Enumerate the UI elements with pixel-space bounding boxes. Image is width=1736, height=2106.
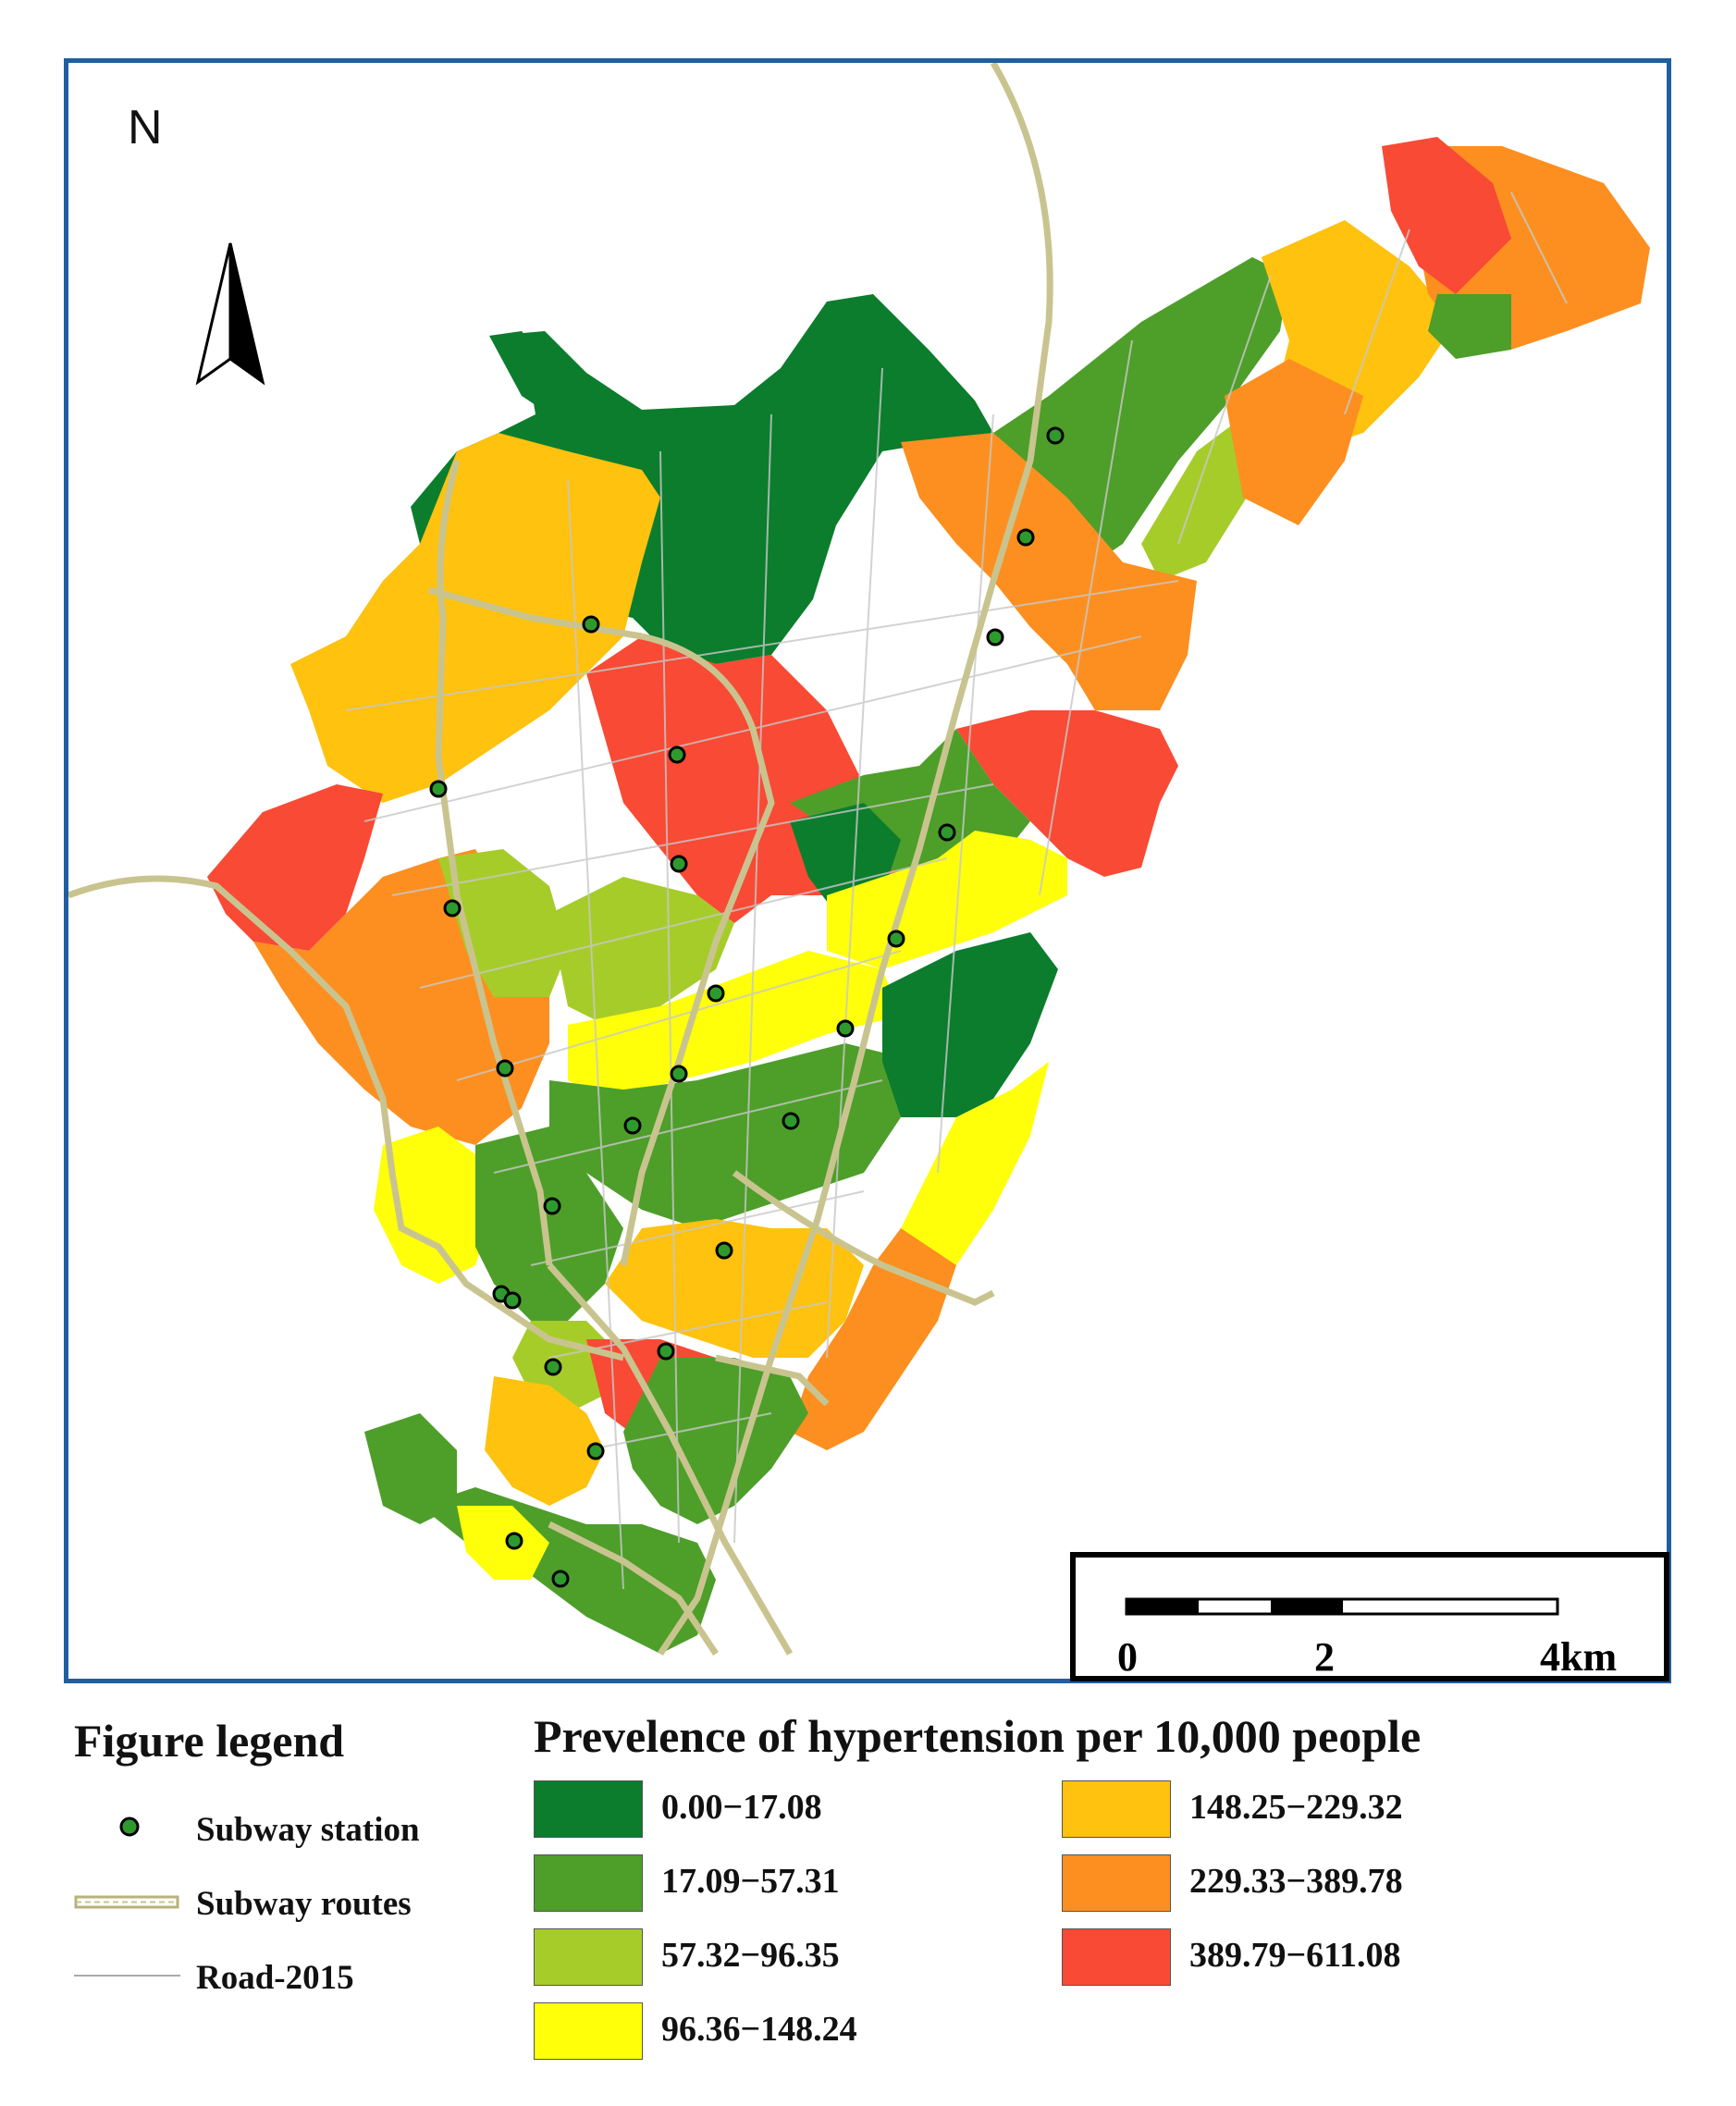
station xyxy=(623,1116,642,1135)
station xyxy=(887,930,905,948)
class-2-label: 17.09−57.31 xyxy=(661,1862,840,1901)
swatch-class-6 xyxy=(1062,1854,1171,1912)
north-arrow-icon xyxy=(195,242,265,386)
class-4-label: 96.36−148.24 xyxy=(661,2010,857,2049)
district-lightgreen-center xyxy=(549,877,734,1025)
legend-road-2015: Road-2015 xyxy=(196,1959,354,1997)
station xyxy=(670,1065,688,1083)
swatch-class-3 xyxy=(534,1928,643,1986)
district-polygons xyxy=(207,137,1650,1654)
district-yellow-center xyxy=(827,831,1067,969)
station xyxy=(715,1241,733,1260)
scale-label-0: 0 xyxy=(1117,1634,1138,1680)
class-3-label: 57.32−96.35 xyxy=(661,1936,840,1975)
district-yellow-east xyxy=(901,1062,1049,1284)
station xyxy=(429,780,448,798)
district-red-far-ne xyxy=(1382,137,1511,294)
station xyxy=(938,823,956,842)
district-darkgreen-sw-tip xyxy=(364,1413,457,1524)
scale-label-4km: 4km xyxy=(1540,1634,1618,1680)
station xyxy=(503,1291,522,1310)
station xyxy=(443,899,462,918)
district-yellowish-nw xyxy=(290,433,660,803)
station xyxy=(986,628,1004,647)
station xyxy=(551,1570,570,1588)
scale-bar-graphic xyxy=(1125,1597,1559,1616)
station xyxy=(496,1059,514,1078)
station xyxy=(782,1112,800,1130)
district-green-ne-tip xyxy=(1428,294,1511,359)
swatch-class-2 xyxy=(534,1854,643,1912)
scale-bar: 0 2 4km xyxy=(1070,1552,1669,1681)
district-green-south xyxy=(623,1358,808,1524)
station xyxy=(668,745,686,764)
rail-line-icon xyxy=(74,1895,179,1909)
district-yellow-sw xyxy=(374,1127,494,1284)
station xyxy=(505,1532,523,1550)
north-label: N xyxy=(128,101,163,154)
swatch-class-1 xyxy=(534,1780,643,1838)
swatch-class-7 xyxy=(1062,1928,1171,1986)
subway-stations xyxy=(429,426,1065,1588)
district-yellow-orange-mid xyxy=(605,1219,864,1358)
district-yellow-far-south xyxy=(457,1506,549,1580)
station xyxy=(707,984,725,1003)
class-6-label: 229.33−389.78 xyxy=(1189,1862,1403,1901)
station xyxy=(582,615,600,634)
legend-subway-station: Subway station xyxy=(196,1811,420,1849)
choropleth-map[interactable] xyxy=(68,63,1667,1679)
swatch-class-5 xyxy=(1062,1780,1171,1838)
class-7-label: 389.79−611.08 xyxy=(1189,1936,1401,1975)
station xyxy=(543,1197,561,1215)
station xyxy=(544,1358,562,1376)
district-orange-south xyxy=(485,1376,605,1506)
station xyxy=(1046,426,1065,445)
legend-subway-routes: Subway routes xyxy=(196,1885,412,1923)
station xyxy=(836,1019,855,1038)
station xyxy=(586,1442,605,1460)
subway-routes xyxy=(68,63,1053,1656)
map-frame xyxy=(64,58,1671,1683)
district-orange-ne2 xyxy=(1225,359,1363,525)
station xyxy=(657,1342,675,1361)
district-dark-green-arm xyxy=(489,331,568,414)
prevalence-legend-title: Prevelence of hypertension per 10,000 pe… xyxy=(534,1710,1422,1762)
district-red-east xyxy=(956,710,1178,877)
class-5-label: 148.25−229.32 xyxy=(1189,1788,1403,1827)
figure-legend-title: Figure legend xyxy=(74,1715,345,1767)
swatch-class-4 xyxy=(534,2002,643,2060)
scale-label-2: 2 xyxy=(1314,1634,1335,1680)
station xyxy=(670,855,688,873)
district-red-west xyxy=(207,784,383,951)
district-orange-east-lower xyxy=(790,1228,956,1450)
district-green-sw xyxy=(475,1127,623,1321)
district-darkgreen-east-mid xyxy=(882,932,1058,1117)
district-yellow-band xyxy=(568,951,901,1099)
road-network xyxy=(345,191,1568,1590)
road-line-icon xyxy=(74,1975,180,1977)
green-dot-icon xyxy=(119,1817,140,1837)
class-1-label: 0.00−17.08 xyxy=(661,1788,822,1827)
station xyxy=(1016,528,1035,547)
